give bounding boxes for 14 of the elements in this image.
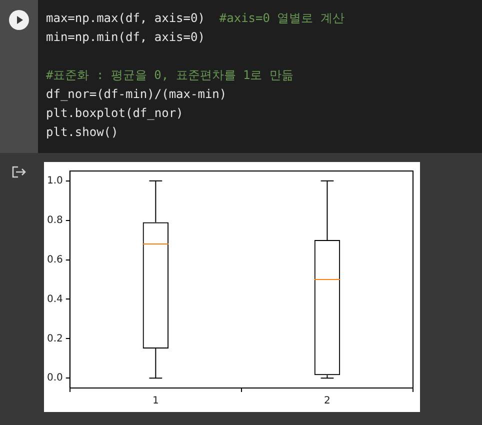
y-tick-label: 0.2 [46,333,63,344]
x-tick-label: 1 [152,396,159,407]
y-tick-label: 0.8 [46,214,63,226]
text: plt.boxplot(df_nor) [46,106,184,120]
text: min=np.min(df, axis=0) [46,30,205,44]
text: df_nor=(df-min)/(max-min) [46,87,227,101]
y-tick-label: 1.0 [46,175,63,186]
text: #표준화 : 평균을 0, 표준편차를 1로 만듦 [46,68,294,82]
text: max=np.max(df, axis=0) #axis=0 열별로 계산 [46,11,344,25]
y-tick-label: 0.0 [46,372,63,384]
text: plt.show() [46,125,118,139]
x-tick-label: 2 [324,396,330,407]
y-tick-label: 0.6 [46,254,63,266]
y-tick-label: 0.4 [46,294,63,305]
